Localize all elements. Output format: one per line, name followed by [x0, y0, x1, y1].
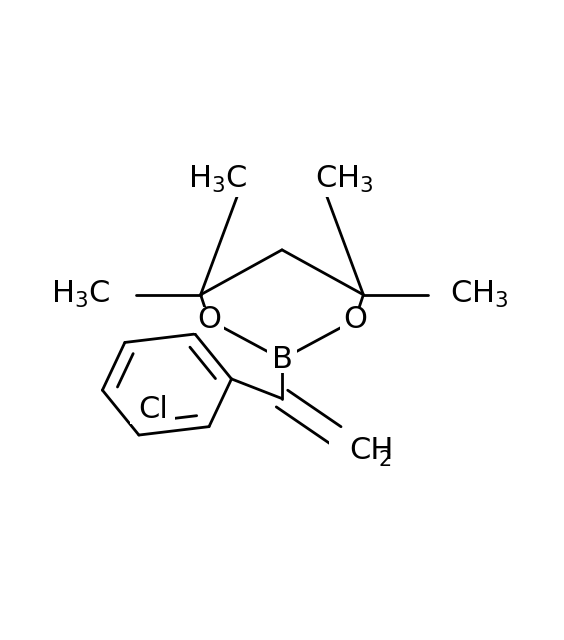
Text: CH: CH — [349, 436, 394, 465]
Text: $\mathsf{CH_3}$: $\mathsf{CH_3}$ — [315, 164, 373, 195]
Text: O: O — [343, 305, 367, 335]
FancyBboxPatch shape — [175, 163, 259, 196]
FancyBboxPatch shape — [267, 346, 297, 372]
FancyBboxPatch shape — [302, 163, 386, 196]
FancyBboxPatch shape — [451, 278, 535, 312]
FancyBboxPatch shape — [193, 307, 224, 333]
FancyBboxPatch shape — [329, 435, 390, 466]
Text: $\mathsf{CH_3}$: $\mathsf{CH_3}$ — [451, 279, 509, 310]
FancyBboxPatch shape — [27, 278, 111, 312]
Text: O: O — [197, 305, 221, 335]
Text: $\mathsf{H_3C}$: $\mathsf{H_3C}$ — [188, 164, 247, 195]
Text: 2: 2 — [378, 451, 392, 470]
Text: $\mathsf{H_3C}$: $\mathsf{H_3C}$ — [51, 279, 111, 310]
Text: Cl: Cl — [138, 396, 168, 424]
FancyBboxPatch shape — [340, 307, 371, 333]
FancyBboxPatch shape — [130, 396, 175, 424]
Text: B: B — [271, 345, 293, 374]
